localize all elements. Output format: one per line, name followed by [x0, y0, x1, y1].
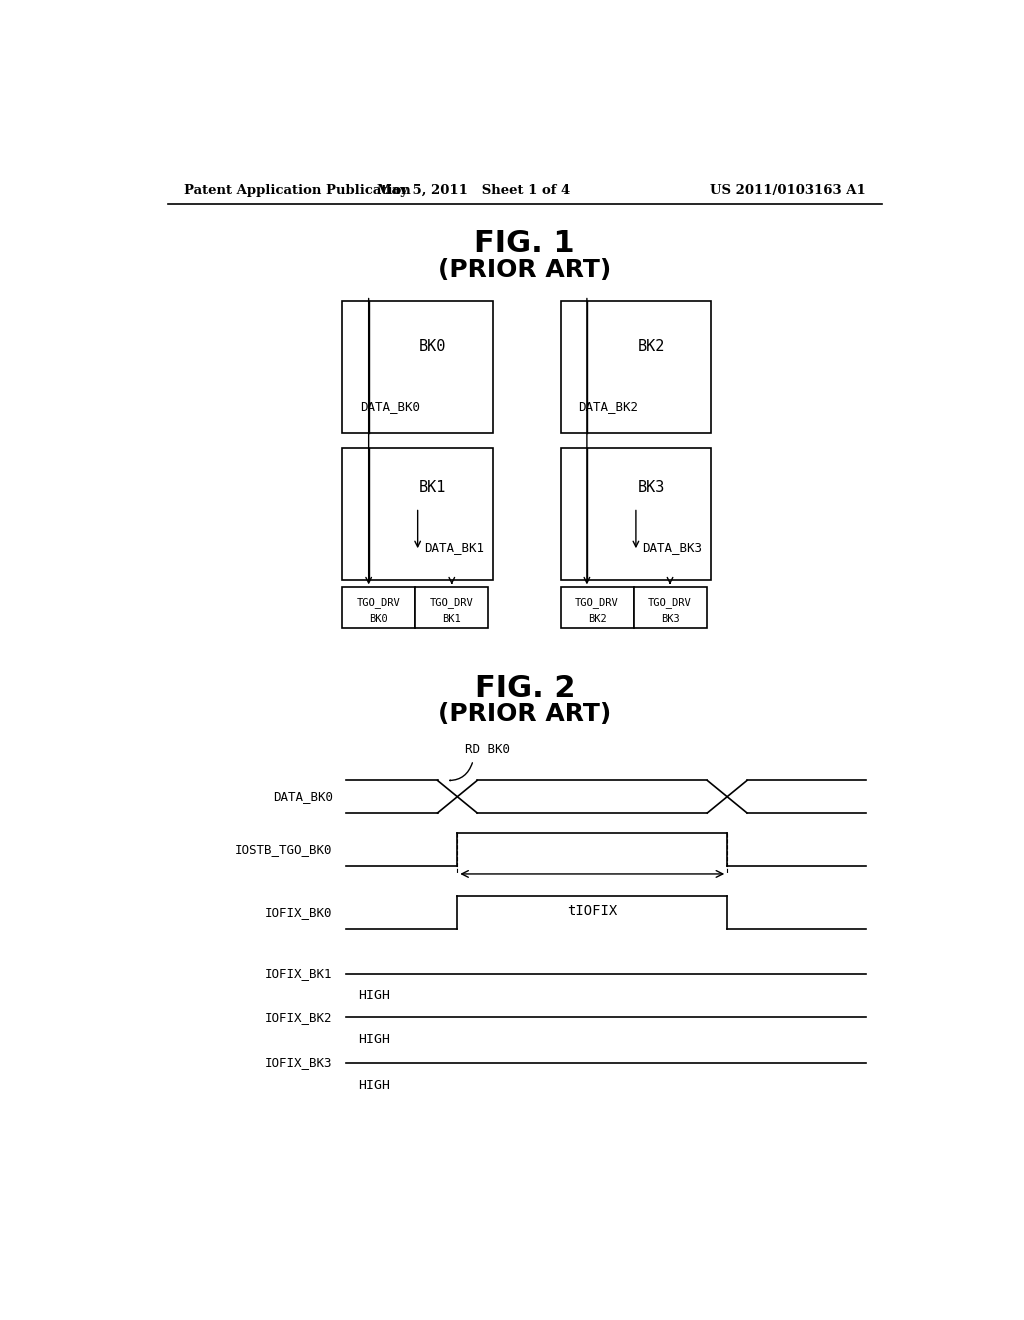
Text: Patent Application Publication: Patent Application Publication [183, 185, 411, 198]
Bar [342, 301, 494, 433]
Bar [416, 587, 488, 628]
Text: IOFIX_BK1: IOFIX_BK1 [265, 968, 333, 979]
Text: IOFIX_BK2: IOFIX_BK2 [265, 1011, 333, 1024]
Text: BK2: BK2 [588, 614, 606, 624]
Bar [560, 587, 634, 628]
Text: BK2: BK2 [637, 339, 665, 355]
Bar [342, 587, 416, 628]
Text: (PRIOR ART): (PRIOR ART) [438, 702, 611, 726]
Text: DATA_BK3: DATA_BK3 [642, 541, 702, 553]
Text: HIGH: HIGH [358, 990, 390, 1002]
Text: TGO_DRV: TGO_DRV [357, 598, 400, 609]
Text: IOSTB_TGO_BK0: IOSTB_TGO_BK0 [236, 843, 333, 857]
Text: DATA_BK2: DATA_BK2 [579, 400, 639, 413]
Bar [634, 587, 707, 628]
Text: DATA_BK0: DATA_BK0 [272, 791, 333, 803]
Text: HIGH: HIGH [358, 1078, 390, 1092]
Text: IOFIX_BK3: IOFIX_BK3 [265, 1056, 333, 1069]
Text: TGO_DRV: TGO_DRV [575, 598, 618, 609]
Text: DATA_BK1: DATA_BK1 [424, 541, 484, 553]
Text: BK1: BK1 [419, 480, 446, 495]
Text: DATA_BK0: DATA_BK0 [360, 400, 421, 413]
FancyArrowPatch shape [450, 763, 472, 780]
Text: BK0: BK0 [419, 339, 446, 355]
Text: US 2011/0103163 A1: US 2011/0103163 A1 [711, 185, 866, 198]
Bar [560, 301, 712, 433]
Text: May 5, 2011   Sheet 1 of 4: May 5, 2011 Sheet 1 of 4 [377, 185, 569, 198]
Text: BK3: BK3 [660, 614, 679, 624]
Text: FIG. 1: FIG. 1 [474, 230, 575, 259]
Bar [560, 447, 712, 581]
Text: (PRIOR ART): (PRIOR ART) [438, 259, 611, 282]
Bar [342, 447, 494, 581]
Text: TGO_DRV: TGO_DRV [430, 598, 474, 609]
Text: tIOFIX: tIOFIX [567, 903, 617, 917]
Text: HIGH: HIGH [358, 1034, 390, 1047]
Text: BK1: BK1 [442, 614, 461, 624]
Text: RD BK0: RD BK0 [465, 743, 510, 756]
Text: TGO_DRV: TGO_DRV [648, 598, 692, 609]
Text: BK0: BK0 [370, 614, 388, 624]
Text: IOFIX_BK0: IOFIX_BK0 [265, 906, 333, 919]
Text: BK3: BK3 [637, 480, 665, 495]
Text: FIG. 2: FIG. 2 [474, 675, 575, 704]
